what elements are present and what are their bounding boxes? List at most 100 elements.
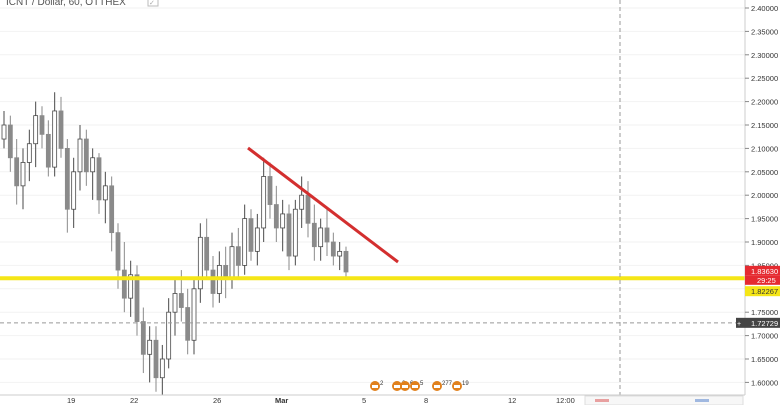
candle-body[interactable] bbox=[134, 274, 140, 322]
candle-body[interactable] bbox=[299, 194, 305, 210]
candle-body[interactable] bbox=[242, 218, 248, 266]
candle-body[interactable] bbox=[64, 147, 70, 210]
time-label: 19 bbox=[67, 396, 75, 405]
candle-body[interactable] bbox=[311, 222, 317, 248]
candle-body[interactable] bbox=[102, 185, 108, 201]
price-line-label: 1.82267 bbox=[751, 287, 778, 296]
candle-body[interactable] bbox=[185, 307, 191, 341]
candle-body[interactable] bbox=[330, 241, 336, 257]
time-label: 12:00 bbox=[556, 396, 575, 405]
candle-body[interactable] bbox=[71, 171, 77, 210]
candle-body[interactable] bbox=[267, 176, 273, 205]
order-panel-strip[interactable] bbox=[584, 395, 744, 405]
candle-body[interactable] bbox=[210, 269, 216, 294]
time-label: 12 bbox=[508, 396, 516, 405]
candle-body[interactable] bbox=[261, 176, 267, 229]
candle-body[interactable] bbox=[286, 213, 292, 257]
candle-body[interactable] bbox=[1, 124, 7, 140]
event-marker[interactable]: 277 bbox=[432, 381, 453, 391]
svg-text:5: 5 bbox=[420, 381, 424, 387]
candle-body[interactable] bbox=[343, 250, 349, 273]
svg-text:✓: ✓ bbox=[149, 0, 155, 7]
candle-body[interactable] bbox=[96, 157, 102, 201]
time-axis-labels: 19 22 26 Mar 5 8 12 12:00 bbox=[67, 396, 575, 405]
candle-body[interactable] bbox=[324, 227, 330, 243]
candle-body[interactable] bbox=[159, 358, 165, 379]
candle-body[interactable] bbox=[121, 269, 127, 299]
chart-settings-icon[interactable]: ✓ bbox=[147, 0, 159, 7]
price-line-badge bbox=[745, 286, 780, 297]
candles[interactable] bbox=[1, 92, 349, 397]
event-marker[interactable]: 5 bbox=[410, 381, 424, 391]
price-tick-label: 2.25000 bbox=[751, 74, 778, 83]
price-axis[interactable] bbox=[745, 0, 780, 405]
candle-body[interactable] bbox=[305, 194, 311, 224]
time-label: Mar bbox=[275, 396, 288, 405]
price-tick-label: 1.60000 bbox=[751, 378, 778, 387]
price-tick-label: 2.40000 bbox=[751, 4, 778, 13]
candle-body[interactable] bbox=[39, 115, 45, 135]
price-tick-label: 2.00000 bbox=[751, 191, 778, 200]
candle-body[interactable] bbox=[337, 250, 343, 257]
candle-body[interactable] bbox=[77, 138, 83, 173]
crosshair-price-label: 1.72729 bbox=[751, 319, 778, 328]
candle-body[interactable] bbox=[280, 213, 286, 229]
price-tick-label: 2.15000 bbox=[751, 121, 778, 130]
time-label: 8 bbox=[424, 396, 428, 405]
candle-body[interactable] bbox=[197, 236, 203, 290]
svg-text:277: 277 bbox=[442, 381, 453, 387]
candle-body[interactable] bbox=[140, 321, 146, 355]
candle-body[interactable] bbox=[235, 246, 241, 266]
candle-body[interactable] bbox=[20, 162, 26, 187]
plot-area[interactable] bbox=[0, 0, 745, 395]
candle-body[interactable] bbox=[273, 204, 279, 229]
buy-indicator[interactable] bbox=[695, 399, 709, 402]
price-tick-label: 2.10000 bbox=[751, 144, 778, 153]
price-tick-label: 1.75000 bbox=[751, 308, 778, 317]
candle-body[interactable] bbox=[83, 138, 89, 173]
candle-body[interactable] bbox=[166, 311, 172, 360]
last-price-badge bbox=[745, 265, 780, 276]
candle-body[interactable] bbox=[153, 339, 159, 379]
candle-body[interactable] bbox=[191, 288, 197, 341]
price-tick-label: 2.20000 bbox=[751, 98, 778, 107]
candle-body[interactable] bbox=[14, 157, 20, 187]
candle-body[interactable] bbox=[229, 246, 235, 280]
candle-body[interactable] bbox=[292, 208, 298, 257]
candle-body[interactable] bbox=[172, 293, 178, 313]
candle-body[interactable] bbox=[318, 227, 324, 248]
svg-text:2: 2 bbox=[380, 381, 384, 387]
countdown-label: 29:25 bbox=[757, 276, 776, 285]
price-tick-label: 2.30000 bbox=[751, 51, 778, 60]
time-label: 22 bbox=[130, 396, 138, 405]
candle-body[interactable] bbox=[90, 157, 96, 173]
trendline[interactable] bbox=[247, 146, 399, 264]
crosshair-price-badge bbox=[736, 317, 780, 328]
candle-body[interactable] bbox=[58, 110, 64, 149]
price-tick-label: 1.95000 bbox=[751, 215, 778, 224]
candle-body[interactable] bbox=[178, 293, 184, 308]
candle-body[interactable] bbox=[52, 110, 58, 168]
candle-body[interactable] bbox=[254, 227, 260, 252]
event-marker[interactable]: 19 bbox=[452, 381, 469, 391]
crosshair-marker-icon: + bbox=[737, 321, 741, 328]
candle-body[interactable] bbox=[147, 339, 153, 355]
last-price-label: 1.83630 bbox=[751, 267, 778, 276]
candle-body[interactable] bbox=[26, 143, 32, 163]
candle-body[interactable] bbox=[109, 185, 115, 234]
candle-body[interactable] bbox=[204, 236, 210, 271]
price-tick-label: 1.70000 bbox=[751, 332, 778, 341]
event-marker[interactable]: 2 bbox=[370, 381, 384, 391]
sell-indicator[interactable] bbox=[595, 399, 609, 402]
candle-body[interactable] bbox=[115, 232, 121, 271]
candle-body[interactable] bbox=[248, 218, 254, 252]
candle-body[interactable] bbox=[45, 133, 51, 168]
candle-body[interactable] bbox=[7, 124, 13, 159]
event-markers[interactable]: 2 2 6 5 277 19 bbox=[370, 381, 469, 391]
time-axis[interactable] bbox=[0, 395, 780, 405]
candle-body[interactable] bbox=[33, 115, 39, 145]
candle-body[interactable] bbox=[128, 274, 134, 299]
svg-text:19: 19 bbox=[462, 381, 469, 387]
